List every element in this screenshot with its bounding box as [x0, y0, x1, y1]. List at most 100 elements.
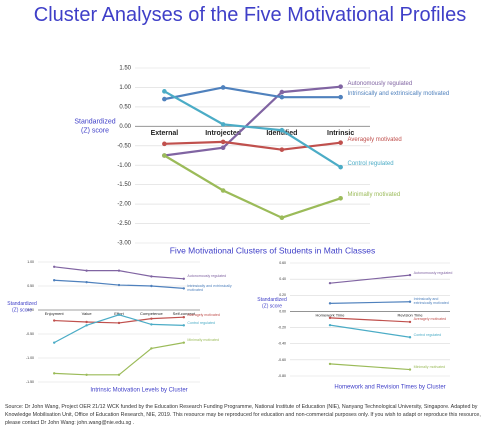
data-point [117, 313, 121, 316]
data-point [53, 319, 56, 322]
data-point [338, 164, 343, 170]
series-line [53, 314, 184, 344]
data-point [150, 284, 153, 288]
chart-caption: Five Motivational Clusters of Students i… [170, 245, 376, 255]
data-point [279, 147, 285, 152]
data-point [150, 323, 153, 326]
y-tick-label: -2.50 [117, 221, 131, 227]
x-tick-label: Identified [266, 130, 297, 137]
data-point [162, 141, 167, 147]
y-axis-label: (Z) score [81, 127, 109, 134]
y-tick-label: -0.60 [278, 358, 286, 362]
slide-title: Cluster Analyses of the Five Motivationa… [33, 4, 467, 26]
y-tick-label: 1.50 [119, 66, 131, 72]
data-point [85, 280, 88, 284]
x-tick-label: Introjected [205, 130, 241, 137]
data-point [279, 89, 285, 95]
data-point [279, 94, 285, 100]
y-tick-label: 0.60 [279, 261, 286, 265]
data-point [117, 321, 121, 325]
chart-caption: Intrinsic Motivation Levels by Cluster [90, 388, 187, 394]
data-point [85, 324, 88, 327]
data-point [162, 89, 167, 94]
legend-label: Intrinsically and extrinsically motivate… [413, 297, 449, 306]
legend-label: Autonomously regulated [347, 80, 413, 87]
y-tick-label: 0.20 [279, 293, 286, 297]
data-point [53, 372, 56, 375]
data-point [53, 265, 56, 268]
series-line [329, 324, 411, 338]
data-point [85, 373, 88, 376]
data-point [53, 341, 56, 344]
data-point [182, 341, 185, 344]
data-point [182, 277, 185, 280]
series-line [329, 301, 411, 304]
data-point [338, 140, 343, 145]
data-point [117, 373, 121, 376]
y-tick-label: 0.00 [119, 124, 131, 130]
data-point [408, 368, 412, 371]
legend-label: Control regulated [187, 320, 215, 325]
data-point [150, 275, 153, 278]
series-line [329, 363, 411, 371]
chart-caption: Homework and Revision Times by Cluster [334, 385, 445, 391]
legend-label: Minimally motivated [413, 364, 446, 369]
data-point [85, 320, 88, 324]
y-tick-label: 1.00 [27, 260, 34, 264]
data-point [117, 283, 121, 287]
data-point [328, 316, 332, 320]
legend-label: Minimally motivated [187, 338, 219, 343]
y-axis-label: (Z) score [12, 308, 32, 314]
y-tick-label: 1.00 [119, 85, 131, 91]
y-axis-label: Standardized [74, 118, 115, 125]
data-point [279, 215, 285, 221]
y-tick-label: -0.50 [26, 332, 34, 336]
data-point [338, 195, 343, 201]
series-line [54, 342, 184, 376]
legend-label: Autonomously regulated [187, 274, 227, 279]
data-point [182, 324, 185, 327]
data-point [328, 302, 332, 305]
data-point [53, 279, 56, 282]
legend-label: Averagely motivated [413, 317, 447, 322]
series-line [164, 85, 341, 157]
y-tick-label: 0.00 [27, 308, 34, 312]
data-point [220, 122, 226, 127]
y-tick-label: -1.00 [117, 163, 131, 169]
legend-label: Averagely motivated [347, 136, 402, 143]
data-point [328, 323, 332, 327]
data-point [408, 320, 412, 324]
y-axis-label: Standardized [257, 297, 287, 303]
legend-label: Control regulated [347, 161, 394, 168]
legend-label: Control regulated [413, 332, 442, 337]
data-point [182, 287, 185, 290]
data-point [150, 317, 153, 320]
legend-label: Minimally motivated [347, 192, 401, 199]
data-point [220, 139, 226, 145]
x-tick-label: Self-concept [173, 311, 196, 316]
y-tick-label: 0.50 [27, 284, 34, 288]
series-line [164, 86, 341, 101]
data-point [162, 153, 167, 158]
series-line [163, 154, 341, 219]
legend-label: Autonomously regulated [413, 270, 453, 275]
y-tick-label: -1.00 [26, 356, 34, 360]
data-point [220, 145, 226, 151]
data-point [408, 336, 412, 339]
data-point [182, 316, 185, 319]
y-axis-label: (Z) score [262, 304, 282, 310]
series-line [329, 274, 411, 284]
data-point [338, 94, 343, 100]
y-tick-label: -0.40 [278, 342, 286, 346]
data-point [408, 300, 412, 303]
legend-label: Intrinsically and extrinsically motivate… [187, 283, 232, 292]
x-tick-label: Enjoyment [45, 311, 65, 316]
legend-label: Averagely motivated [187, 312, 220, 317]
x-tick-label: Effort [114, 311, 124, 316]
data-point [220, 188, 226, 193]
x-tick-label: Homework Time [316, 312, 346, 317]
x-tick-label: External [151, 130, 179, 137]
data-point [220, 85, 226, 90]
y-tick-label: -0.50 [117, 143, 131, 149]
